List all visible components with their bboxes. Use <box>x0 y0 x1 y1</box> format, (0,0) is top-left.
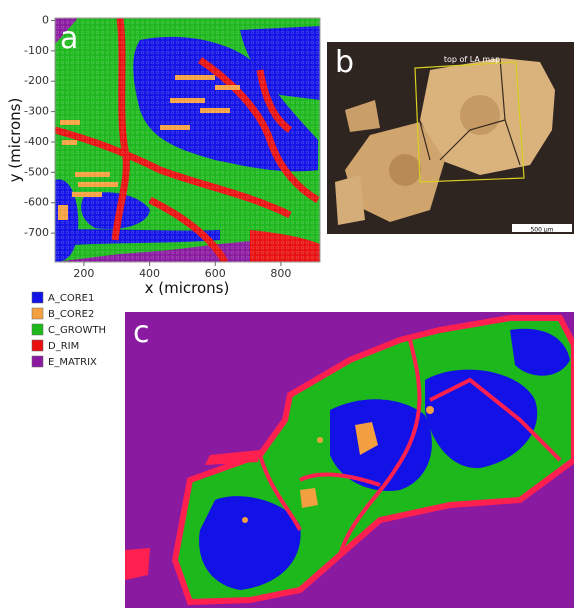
y-tick-label: 0 <box>42 13 49 26</box>
y-tick-label: -700 <box>24 226 49 239</box>
y-axis-label: y (microns) <box>6 98 24 183</box>
y-tick-label: -300 <box>24 105 49 118</box>
legend: A_CORE1 B_CORE2 C_GROWTH D_RIM E_MATRIX <box>32 292 106 368</box>
photo-annotation: top of LA map <box>444 55 500 64</box>
scale-bar-label: 500 µm <box>530 227 553 234</box>
y-tick-label: -600 <box>24 196 49 209</box>
legend-swatch <box>32 292 43 303</box>
x-axis-label: x (microns) <box>145 279 230 297</box>
phase-map-c <box>125 312 574 608</box>
panel-label: b <box>335 45 354 80</box>
legend-label: D_RIM <box>48 341 79 352</box>
panel-label: c <box>133 315 150 350</box>
y-tick-label: -200 <box>24 74 49 87</box>
x-tick-label: 200 <box>73 267 94 280</box>
phase-map-a <box>55 18 320 262</box>
x-tick-label: 800 <box>270 267 291 280</box>
figure: 2004006008000-100-200-300-400-500-600-70… <box>0 0 576 610</box>
legend-label: C_GROWTH <box>48 325 106 336</box>
legend-swatch <box>32 340 43 351</box>
legend-swatch <box>32 324 43 335</box>
panel-label: a <box>60 21 78 56</box>
photo-b <box>327 42 574 234</box>
legend-swatch <box>32 308 43 319</box>
legend-label: B_CORE2 <box>48 309 94 320</box>
y-tick-label: -500 <box>24 165 49 178</box>
y-tick-label: -400 <box>24 135 49 148</box>
legend-label: E_MATRIX <box>48 357 97 368</box>
legend-swatch <box>32 356 43 367</box>
legend-label: A_CORE1 <box>48 293 94 304</box>
y-tick-label: -100 <box>24 44 49 57</box>
